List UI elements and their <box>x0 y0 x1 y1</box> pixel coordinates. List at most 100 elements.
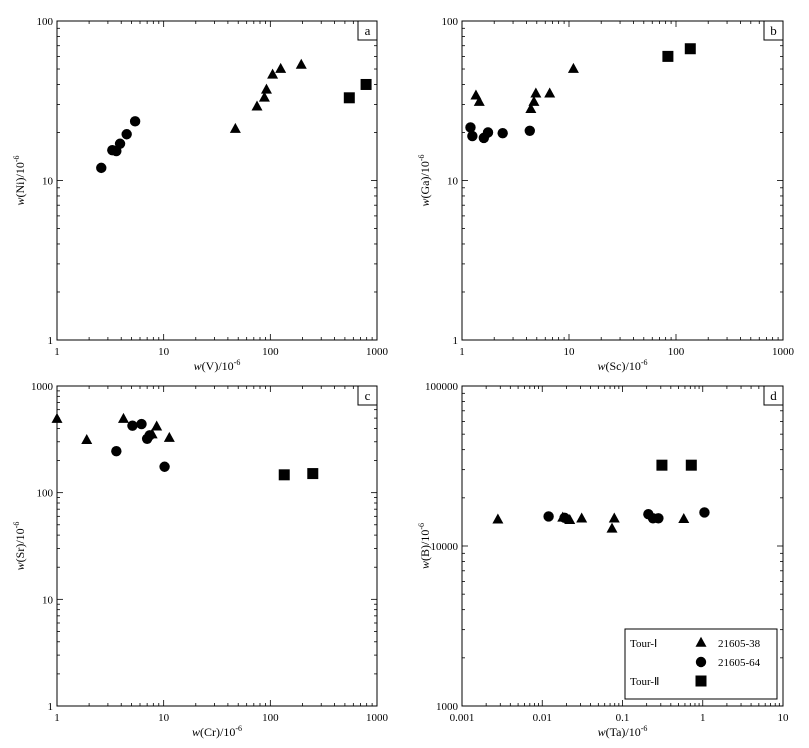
x-tick-label: 1000 <box>366 346 389 358</box>
chart-panel-d: 0.001 0.01 0.1 1 10 1000 10000 100000 w(Ta)/10-6… <box>417 381 789 739</box>
panel-label: d <box>770 388 777 403</box>
x-tick-label: 1 <box>54 346 60 358</box>
y-tick-label: 100 <box>442 16 459 28</box>
legend-marker-circle <box>695 656 707 668</box>
panel-label-box <box>357 385 378 406</box>
y-tick-label: 10 <box>42 176 54 188</box>
plot-frame <box>56 385 378 707</box>
data-point-triangle <box>678 513 690 524</box>
y-tick-label: 1 <box>453 335 459 347</box>
legend-series-label: 21605-38 <box>718 638 761 650</box>
legend-series-label: 21605-64 <box>718 657 761 669</box>
data-point-square <box>278 469 290 481</box>
data-point-square <box>656 459 668 471</box>
x-tick-label: 0.01 <box>533 712 552 724</box>
data-point-triangle <box>275 62 287 73</box>
legend-marker-square <box>695 675 707 687</box>
data-point-triangle <box>267 68 279 79</box>
data-point-circle <box>482 127 494 138</box>
data-point-circle <box>96 162 107 174</box>
x-tick-label: 1 <box>459 346 465 358</box>
data-point-triangle <box>544 87 556 98</box>
x-axis-label: w(V)/10-6 <box>194 358 241 373</box>
panel-label-box <box>357 20 378 41</box>
data-point-triangle <box>51 412 63 423</box>
data-point-circle <box>559 512 570 524</box>
data-point-circle <box>127 420 138 431</box>
x-tick-label: 10 <box>158 712 170 724</box>
data-point-circle <box>121 129 132 140</box>
x-tick-label: 100 <box>668 346 685 358</box>
data-point-triangle <box>229 122 241 133</box>
panel-label: a <box>365 23 371 38</box>
chart-panel-b: 1 10 100 1000 1 10 100 w(Sc)/10-6 w(Ga)/10-6 b <box>417 16 795 373</box>
data-point-circle <box>543 511 554 522</box>
x-tick-label: 1 <box>700 712 706 724</box>
x-tick-label: 1000 <box>366 712 389 724</box>
data-point-circle <box>129 116 141 127</box>
data-point-circle <box>497 127 508 139</box>
data-point-triangle <box>492 513 504 524</box>
data-point-triangle <box>295 58 307 69</box>
data-point-triangle <box>530 87 542 98</box>
data-point-circle <box>114 138 126 149</box>
y-axis-label: w(Ni)/10-6 <box>12 155 27 205</box>
y-axis-label: w(Sr)/10-6 <box>12 522 27 571</box>
x-tick-label: 0.1 <box>616 712 630 724</box>
data-point-circle <box>111 445 122 457</box>
data-point-square <box>684 43 696 55</box>
x-tick-label: 100 <box>262 712 279 724</box>
panel-label-box <box>763 385 784 406</box>
y-axis-label: w(Ga)/10-6 <box>417 154 432 206</box>
x-tick-label: 1000 <box>772 346 795 358</box>
data-point-triangle <box>251 100 263 111</box>
x-tick-label: 0.001 <box>450 712 475 724</box>
data-point-triangle <box>151 420 163 431</box>
x-axis-label: w(Cr)/10-6 <box>192 724 242 739</box>
data-point-circle <box>136 418 147 430</box>
data-point-triangle <box>473 95 485 106</box>
y-tick-label: 10 <box>447 176 459 188</box>
data-point-circle <box>467 130 478 142</box>
data-point-triangle <box>81 434 93 445</box>
y-axis-label: w(B)/10-6 <box>417 523 432 569</box>
y-tick-label: 100 <box>37 16 54 28</box>
legend: Tour-Ⅰ 21605-38 21605-64 Tour-Ⅱ <box>624 628 778 700</box>
data-point-triangle <box>260 83 272 94</box>
y-tick-label: 1 <box>48 701 54 713</box>
y-tick-label: 1000 <box>31 381 54 393</box>
data-point-circle <box>524 125 535 136</box>
y-tick-label: 10 <box>42 594 54 606</box>
data-point-circle <box>144 430 155 441</box>
data-point-triangle <box>525 102 537 113</box>
x-tick-label: 10 <box>564 346 576 358</box>
x-tick-label: 1 <box>54 712 60 724</box>
data-point-square <box>343 92 355 104</box>
plot-frame <box>461 20 784 341</box>
legend-group-label: Tour-Ⅰ <box>630 638 657 650</box>
data-point-circle <box>653 513 664 524</box>
data-point-square <box>662 50 674 62</box>
y-tick-label: 100000 <box>425 381 459 393</box>
plot-frame <box>56 20 378 341</box>
x-tick-label: 10 <box>158 346 170 358</box>
x-tick-label: 100 <box>262 346 279 358</box>
x-axis-label: w(Sc)/10-6 <box>597 358 647 373</box>
data-point-square <box>307 468 319 480</box>
data-point-square <box>360 78 372 90</box>
data-point-triangle <box>576 512 588 523</box>
x-axis-label: w(Ta)/10-6 <box>598 724 648 739</box>
legend-group-label: Tour-Ⅱ <box>630 676 659 688</box>
data-point-circle <box>159 461 170 472</box>
data-point-triangle <box>606 522 618 533</box>
data-point-triangle <box>608 512 620 523</box>
data-point-circle <box>465 122 476 133</box>
panel-label-box <box>763 20 784 41</box>
y-tick-label: 100 <box>37 488 54 500</box>
panel-label: c <box>365 388 371 403</box>
panel-label: b <box>770 23 777 38</box>
data-point-triangle <box>258 91 270 102</box>
y-tick-label: 1 <box>48 335 54 347</box>
x-tick-label: 10 <box>778 712 790 724</box>
